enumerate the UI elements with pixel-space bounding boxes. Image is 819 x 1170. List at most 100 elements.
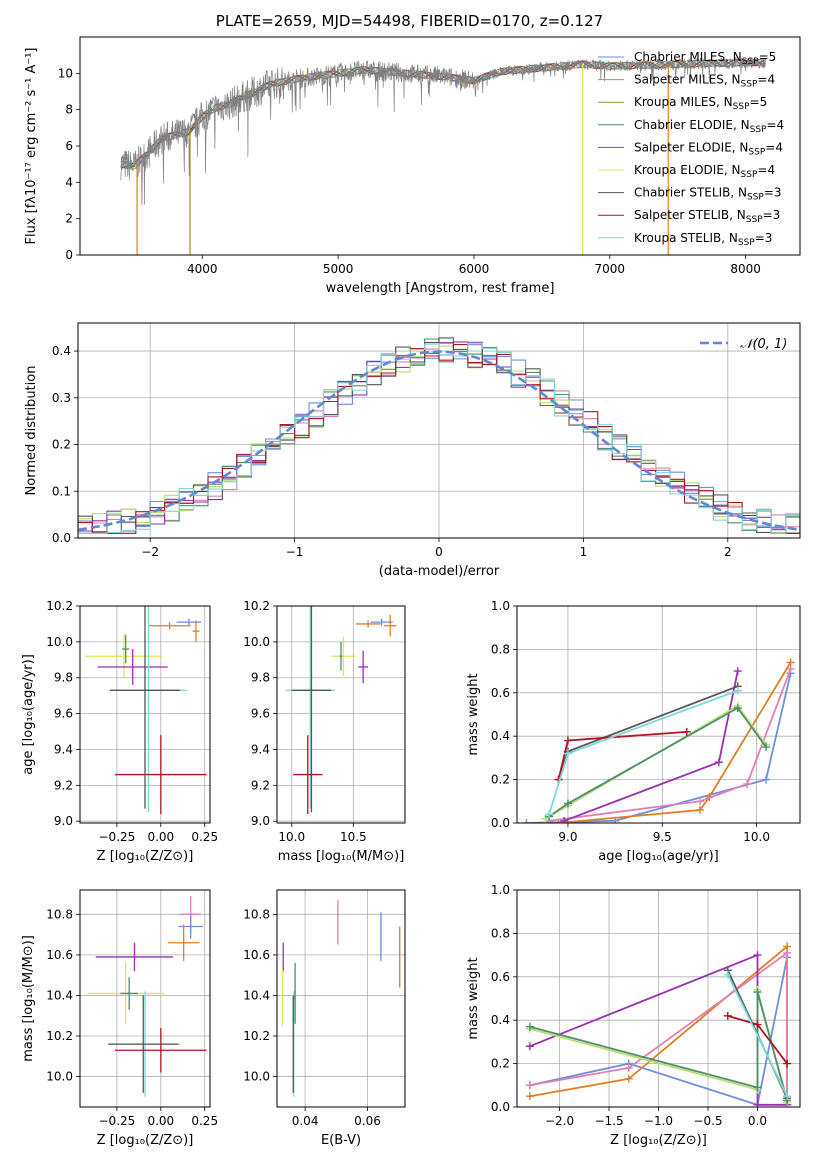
legend-label-main: Chabrier STELIB, N [634, 186, 747, 200]
y-tick-label: 0.8 [491, 642, 510, 656]
axes-frame [516, 605, 801, 824]
legend-label: Salpeter STELIB, NSSP=3 [634, 208, 780, 225]
legend-label-tail: =4 [757, 73, 775, 87]
line-area [522, 658, 795, 823]
x-tick-label: −1.0 [644, 1114, 673, 1128]
series-marker [525, 1042, 534, 1051]
x-axis-label: Z [log₁₀(Z/Z⊙)] [610, 1133, 707, 1148]
data-point [192, 620, 200, 642]
y-tick-label: 9.2 [54, 778, 73, 792]
legend-label-tail: =4 [766, 118, 784, 132]
legend-label-main: Salpeter MILES, N [634, 73, 741, 87]
y-axis-label: Normed distribution [24, 366, 39, 496]
series-marker [762, 743, 771, 752]
x-tick-label: 0 [435, 545, 443, 559]
y-tick-label: 10.6 [46, 948, 73, 962]
series-marker [723, 1011, 732, 1020]
y-tick-label: 0.3 [52, 391, 71, 405]
y-tick-label: 0.0 [52, 531, 71, 545]
y-tick-label: 9.2 [251, 778, 270, 792]
x-tick-label: 10.0 [278, 830, 305, 844]
data-point [108, 995, 179, 1093]
legend-label-tail: =3 [764, 186, 782, 200]
axes-frame [276, 605, 406, 824]
series-marker [525, 1092, 534, 1101]
y-tick-label: 0.6 [491, 686, 510, 700]
y-tick-label: 0.4 [491, 729, 510, 743]
y-tick-label: 8 [65, 103, 73, 117]
errorbar-area [85, 606, 207, 815]
legend-label-sub: SSP [746, 215, 763, 225]
y-tick-label: 10.0 [243, 635, 270, 649]
x-tick-label: 5000 [323, 262, 354, 276]
y-tick-label: 10.8 [243, 907, 270, 921]
data-point [120, 977, 138, 1010]
x-tick-label: 0.00 [147, 1114, 174, 1128]
x-tick-label: 2 [724, 545, 732, 559]
data-point [291, 606, 332, 813]
x-tick-label: −0.5 [693, 1114, 722, 1128]
series-line [544, 704, 767, 820]
x-tick-label: 0.25 [191, 830, 218, 844]
errorbar-area [87, 896, 207, 1097]
series-marker [525, 1022, 534, 1031]
series-marker [696, 797, 705, 806]
legend-label-tail: =5 [750, 95, 768, 109]
series-line [548, 706, 767, 818]
y-tick-label: 1.0 [491, 599, 510, 613]
y-tick-label: 10.6 [243, 948, 270, 962]
y-tick-label: 4 [65, 175, 73, 189]
panel-residuals: −2 −1 0 1 2 0.0 0.1 0.2 0.3 0.4 (data-model)/error… [24, 323, 800, 579]
histogram-area [78, 337, 800, 534]
data-point [97, 649, 168, 685]
data-point [370, 618, 393, 626]
x-tick-label: 0.04 [292, 1114, 319, 1128]
data-point [293, 735, 323, 815]
series-marker [624, 1074, 633, 1083]
y-tick-label: 9.6 [54, 707, 73, 721]
y-tick-label: 9.6 [251, 707, 270, 721]
series-marker [753, 951, 762, 960]
y-tick-label: 1.0 [491, 883, 510, 897]
x-tick-label: 0.06 [354, 1114, 381, 1128]
legend-label-tail: =3 [763, 208, 781, 222]
series-marker [786, 664, 795, 673]
y-tick-label: 9.4 [251, 742, 270, 756]
y-axis-label: mass weight [466, 957, 481, 1039]
y-tick-label: 10.4 [243, 988, 270, 1002]
series-marker [560, 816, 569, 823]
y-axis-label: age [log₁₀(age/yr)] [21, 654, 36, 775]
legend-label-main: Kroupa STELIB, N [634, 231, 738, 245]
series-marker [723, 970, 732, 979]
legend-label-sub: SSP [733, 102, 750, 112]
legend-label: Kroupa STELIB, NSSP=3 [634, 231, 772, 248]
series-marker [682, 727, 691, 736]
y-tick-label: 10.2 [46, 1029, 73, 1043]
series-line [529, 951, 788, 1105]
y-axis-label: mass [log₁₀(M/M⊙)] [21, 935, 36, 1062]
data-point [358, 650, 369, 684]
y-tick-label: 0 [65, 248, 73, 262]
panel-age_vs_Z: −0.25 0.00 0.25 9.0 9.2 9.4 9.6 9.8 10.0 10.2 Z [l… [21, 599, 218, 864]
data-point [115, 1027, 207, 1073]
data-point [167, 924, 200, 961]
x-tick-label: 0.00 [147, 830, 174, 844]
series-marker [522, 819, 531, 823]
axes-frame [77, 322, 801, 539]
x-tick-label: −1.5 [594, 1114, 623, 1128]
data-point [109, 606, 181, 809]
y-tick-label: 0.8 [491, 926, 510, 940]
legend-label-tail: =4 [765, 140, 783, 154]
y-tick-label: 10.0 [243, 1070, 270, 1084]
series-marker [753, 1083, 762, 1092]
x-tick-label: −1 [286, 545, 304, 559]
errorbar-area [285, 606, 397, 815]
y-tick-label: 0.0 [491, 1100, 510, 1114]
x-tick-label: 10.5 [340, 830, 367, 844]
y-tick-label: 0.4 [52, 344, 71, 358]
x-axis-label: mass [log₁₀(M/M⊙)] [278, 849, 405, 864]
legend-label-main: Kroupa MILES, N [634, 95, 733, 109]
axes-frame [79, 36, 801, 256]
data-point [95, 942, 174, 972]
